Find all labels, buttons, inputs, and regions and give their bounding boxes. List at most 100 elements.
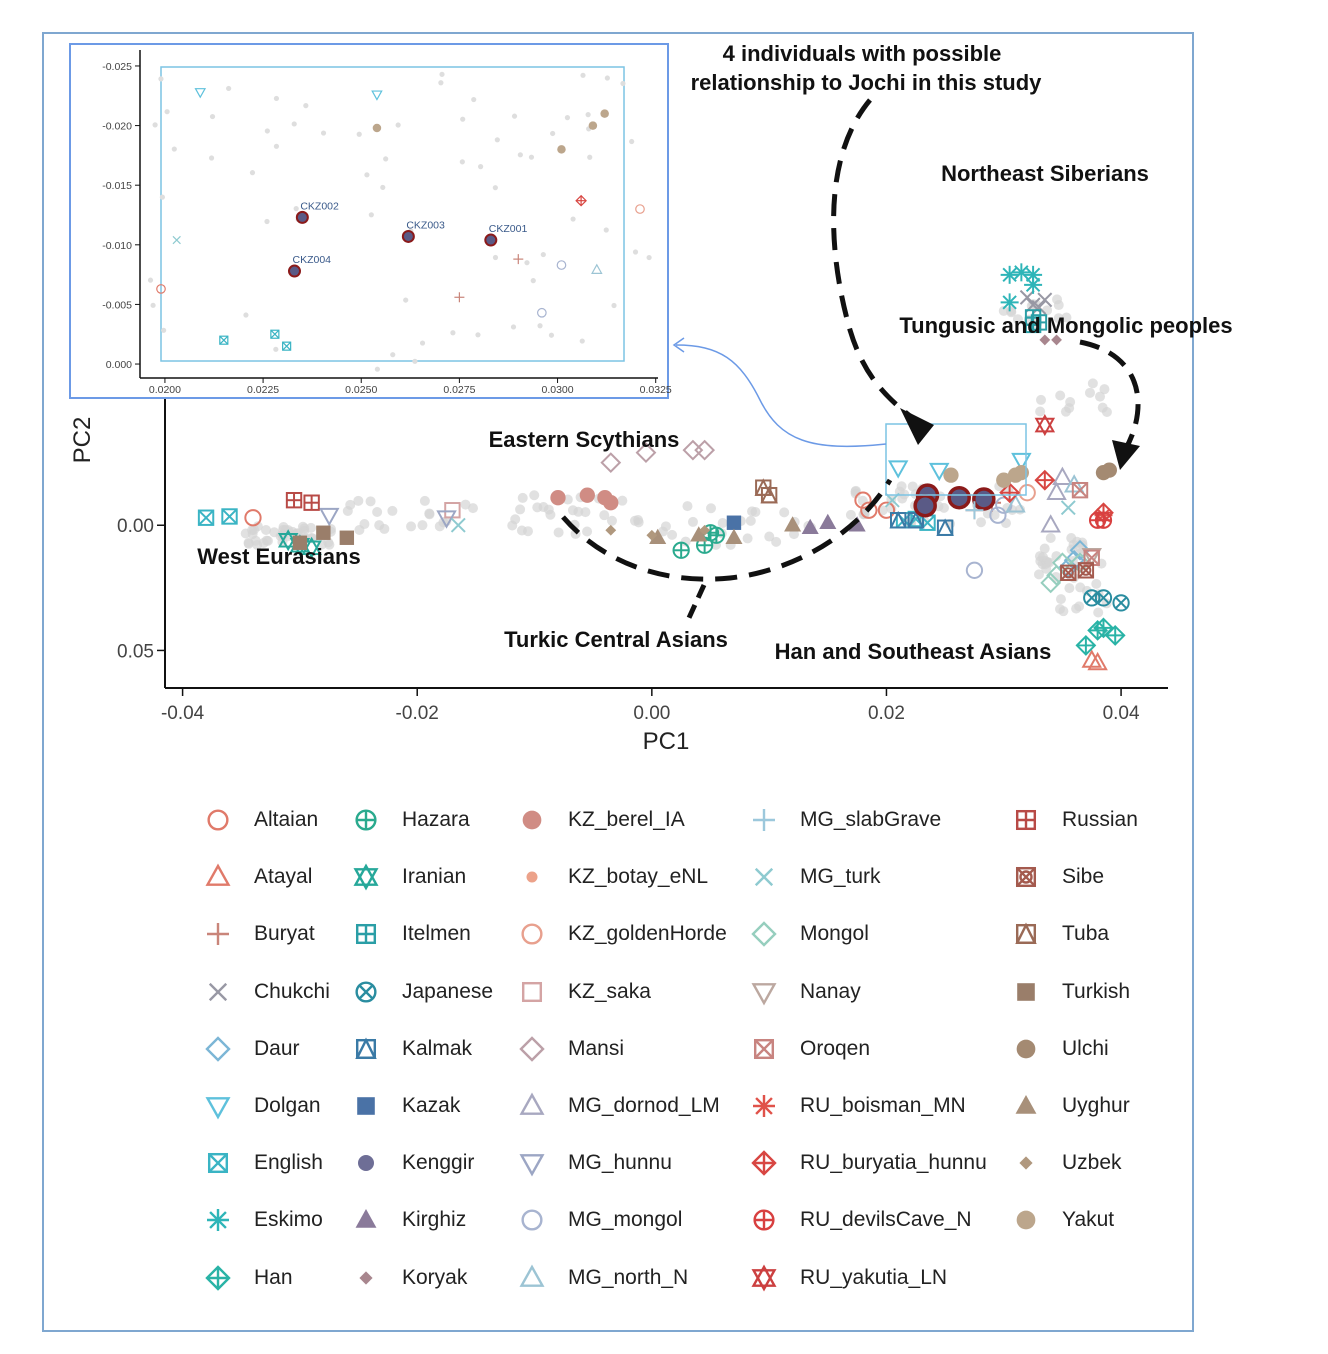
legend-symbol [521,923,543,945]
legend-label: Atayal [254,865,313,889]
eastern-scythians-label: Eastern Scythians [489,427,680,452]
tungusic-arrow [1079,339,1141,452]
legend-symbol [521,1209,543,1231]
inset-background-point [564,115,571,121]
inset-background-point [475,332,481,338]
inset-study-sample-point [287,264,301,278]
legend-symbol [519,1036,545,1062]
background-point [1045,532,1056,543]
inset-x-tick-label: 0.0200 [149,384,181,396]
point-mansi [600,452,622,474]
legend-label: Kazak [402,1094,461,1117]
legend-item: Buryat [196,914,315,954]
legend-label: Turkish [1062,979,1131,1003]
point-koryak [1051,334,1062,346]
legend-label: Kenggir [402,1151,475,1175]
legend-marker [751,1150,777,1176]
background-point [897,493,908,504]
legend-item: Dolgan [196,1086,321,1126]
legend-item: MG_turk [742,857,881,897]
legend-item: Uyghur [1004,1086,1130,1126]
point-kirghiz [801,518,819,535]
inset-point-yakut [372,123,382,133]
legend-marker [753,1095,775,1117]
main-scatter-points [197,263,1130,671]
inset-background-point [419,340,426,346]
inset-background-point [511,113,518,119]
legend-marker [355,981,377,1003]
legend-label: RU_buryatia_hunnu [800,1151,987,1175]
point-mansi [635,442,657,464]
background-point [742,533,753,544]
inset-background-point [537,323,543,329]
legend-marker [751,1264,777,1292]
inset-background-point [264,128,270,134]
inset-background-points [147,71,652,372]
point-atayal [1087,651,1108,671]
legend-item: Japanese [344,972,493,1012]
inset-point-kz-goldenhorde [635,204,645,214]
point-eskimo [1012,263,1031,282]
legend-item: MG_mongol [510,1200,682,1240]
legend-marker [353,863,379,891]
legend-symbol [754,868,774,887]
background-point [1055,594,1066,605]
point-altaian [860,501,878,519]
legend-symbol [205,1036,231,1062]
background-point [1084,387,1095,398]
turkic-central-asians-label: Turkic Central Asians [504,627,728,652]
point-uyghur [649,528,667,545]
legend-symbol [753,809,775,831]
inset-background-point [550,130,556,137]
legend-symbol [355,924,377,945]
inset-background-point [147,277,154,283]
background-point [617,495,628,506]
inset-background-point [632,249,639,255]
background-point [1035,406,1046,417]
inset-point-dolgan [371,90,383,101]
legend-symbol [519,1264,545,1287]
legend-item: Koryak [344,1258,467,1298]
legend-label: MG_mongol [568,1208,683,1232]
zoom-box [885,423,1027,496]
inset-study-sample-point [295,210,309,224]
inset-x-tick-label: 0.0300 [541,384,573,396]
legend-symbol [355,981,377,1003]
point-kalmak [936,518,954,536]
point-kz-berel-ia [550,490,566,506]
point-ru-yakutia-ln [1034,414,1056,437]
point-mg-dornod-lm [1052,466,1073,485]
jochi-arrow [831,98,917,422]
background-point [1060,406,1071,417]
background-point [359,519,370,530]
legend-symbol [1015,922,1037,945]
legend-symbol [753,1209,775,1231]
legend-item: MG_slabGrave [742,800,941,840]
legend-item: Sibe [1004,857,1104,897]
inset-background-point [471,96,477,103]
point-mg-slabgrave [965,501,984,520]
legend-symbol [359,1270,373,1285]
inset-background-point [291,121,297,127]
point-chukchi [1031,299,1047,315]
inset-background-point [570,216,576,222]
background-point [1012,314,1023,325]
y-tick-label: 0.05 [117,641,154,662]
inset-background-point [412,358,418,364]
legend-symbol [358,1155,374,1172]
background-point [845,509,856,520]
legend-label: MG_hunnu [568,1151,672,1175]
point-kalmak [906,510,925,529]
legend-marker [207,923,229,946]
legend-symbol [753,1038,775,1059]
legend-label: Ulchi [1062,1036,1109,1060]
inset-background-point [152,122,158,128]
inset-plot: 0.0200 0.0225 0.0250 0.0275 0.0300 0.0325 -0.… [69,43,672,399]
background-point [532,502,543,513]
point-tuba [760,485,778,504]
background-point [789,529,800,540]
legend-label: MG_slabGrave [800,808,942,831]
legend-symbol [207,1153,229,1174]
inset-point-mg-north-n [591,263,603,274]
